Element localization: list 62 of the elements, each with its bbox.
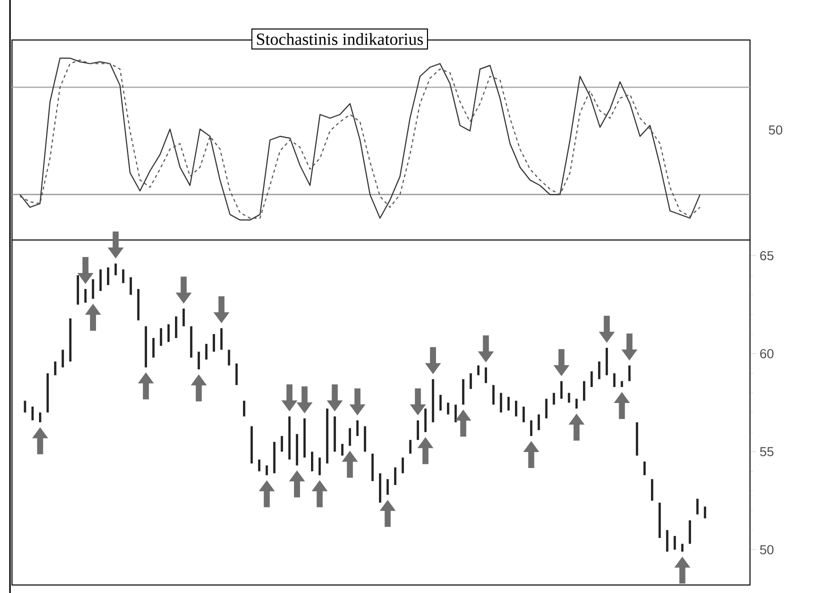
bar (114, 264, 117, 276)
y-tick-label: 50 (760, 545, 774, 554)
bar (704, 506, 706, 518)
bar (522, 406, 525, 422)
bar (681, 544, 684, 552)
bar (318, 458, 321, 476)
bar (92, 279, 94, 299)
y-tick-label: 65 (760, 251, 774, 260)
bar (590, 371, 593, 387)
y-tick-label: 55 (760, 447, 774, 456)
bar (454, 404, 457, 422)
bar (326, 408, 328, 464)
bar (386, 479, 389, 495)
bar (402, 458, 404, 474)
bar (62, 350, 64, 368)
bar (674, 536, 676, 550)
bar (348, 428, 352, 446)
bar (190, 326, 192, 358)
bar (69, 318, 72, 362)
bar (24, 400, 26, 412)
bar (106, 267, 110, 286)
bar (477, 365, 480, 376)
bar (273, 442, 276, 474)
bar (530, 420, 532, 436)
bar (696, 498, 699, 514)
bar (258, 460, 260, 472)
bar (560, 381, 563, 399)
bar (54, 362, 56, 376)
bar (310, 452, 314, 472)
bar (31, 406, 34, 420)
bar (38, 412, 42, 422)
chart-title: Stochastinis indikatorius (257, 33, 423, 45)
bar (666, 530, 668, 552)
bar (462, 379, 464, 405)
bar (130, 277, 132, 295)
text: 50 (768, 125, 782, 135)
bar (122, 269, 124, 284)
bar (46, 373, 49, 412)
bar (334, 416, 336, 452)
bar (620, 381, 624, 387)
bar (160, 328, 162, 346)
bar (545, 398, 548, 418)
bar (266, 465, 268, 476)
bar (409, 440, 412, 454)
bar (250, 426, 253, 464)
bar (242, 400, 246, 416)
y-tick-label: 60 (760, 349, 774, 358)
bar (606, 348, 608, 376)
bar (198, 352, 200, 370)
bar (394, 467, 396, 486)
bar (598, 362, 600, 380)
bar (182, 308, 185, 326)
bar (514, 400, 518, 416)
bar (341, 444, 344, 456)
bar (470, 373, 472, 389)
bar (658, 502, 661, 538)
bar (205, 344, 208, 360)
bar (613, 373, 616, 387)
bar (446, 402, 450, 414)
bar (220, 328, 223, 350)
bar (137, 288, 140, 320)
bar (538, 414, 540, 430)
